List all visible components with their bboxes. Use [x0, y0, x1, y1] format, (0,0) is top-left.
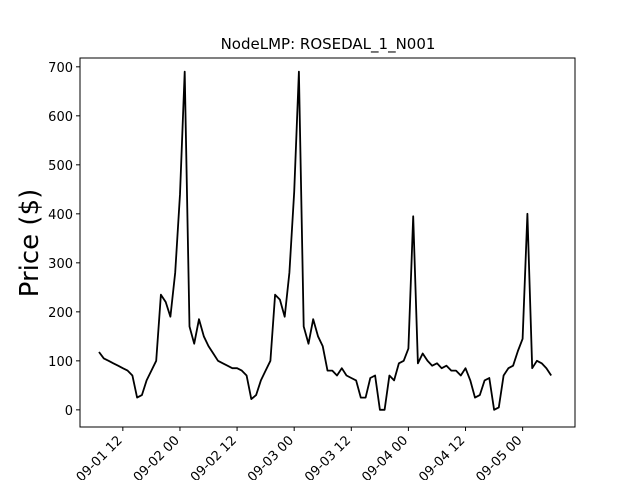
- x-tick-label: 09-01 12: [74, 433, 126, 480]
- y-tick-label: 0: [65, 404, 73, 419]
- price-line: [98, 70, 552, 411]
- x-tick-label: 09-02 12: [188, 433, 240, 480]
- x-tick-label: 09-03 12: [302, 433, 354, 480]
- y-tick-label: 500: [48, 159, 73, 174]
- x-tick-label: 09-04 00: [359, 433, 411, 480]
- plot-frame: [79, 57, 576, 428]
- y-tick-label: 100: [48, 355, 73, 370]
- chart-title: NodeLMP: ROSEDAL_1_N001: [221, 35, 436, 54]
- x-tick-label: 09-04 12: [416, 433, 468, 480]
- y-tick-label: 600: [48, 110, 73, 125]
- y-tick-label: 400: [48, 208, 73, 223]
- y-tick-label: 200: [48, 306, 73, 321]
- y-tick-label: 700: [48, 61, 73, 76]
- x-tick-label: 09-03 00: [245, 433, 297, 480]
- x-tick-label: 09-02 00: [131, 433, 183, 480]
- x-tick-label: 09-05 00: [474, 433, 526, 480]
- y-tick-label: 300: [48, 257, 73, 272]
- y-axis-label: Price ($): [15, 189, 45, 298]
